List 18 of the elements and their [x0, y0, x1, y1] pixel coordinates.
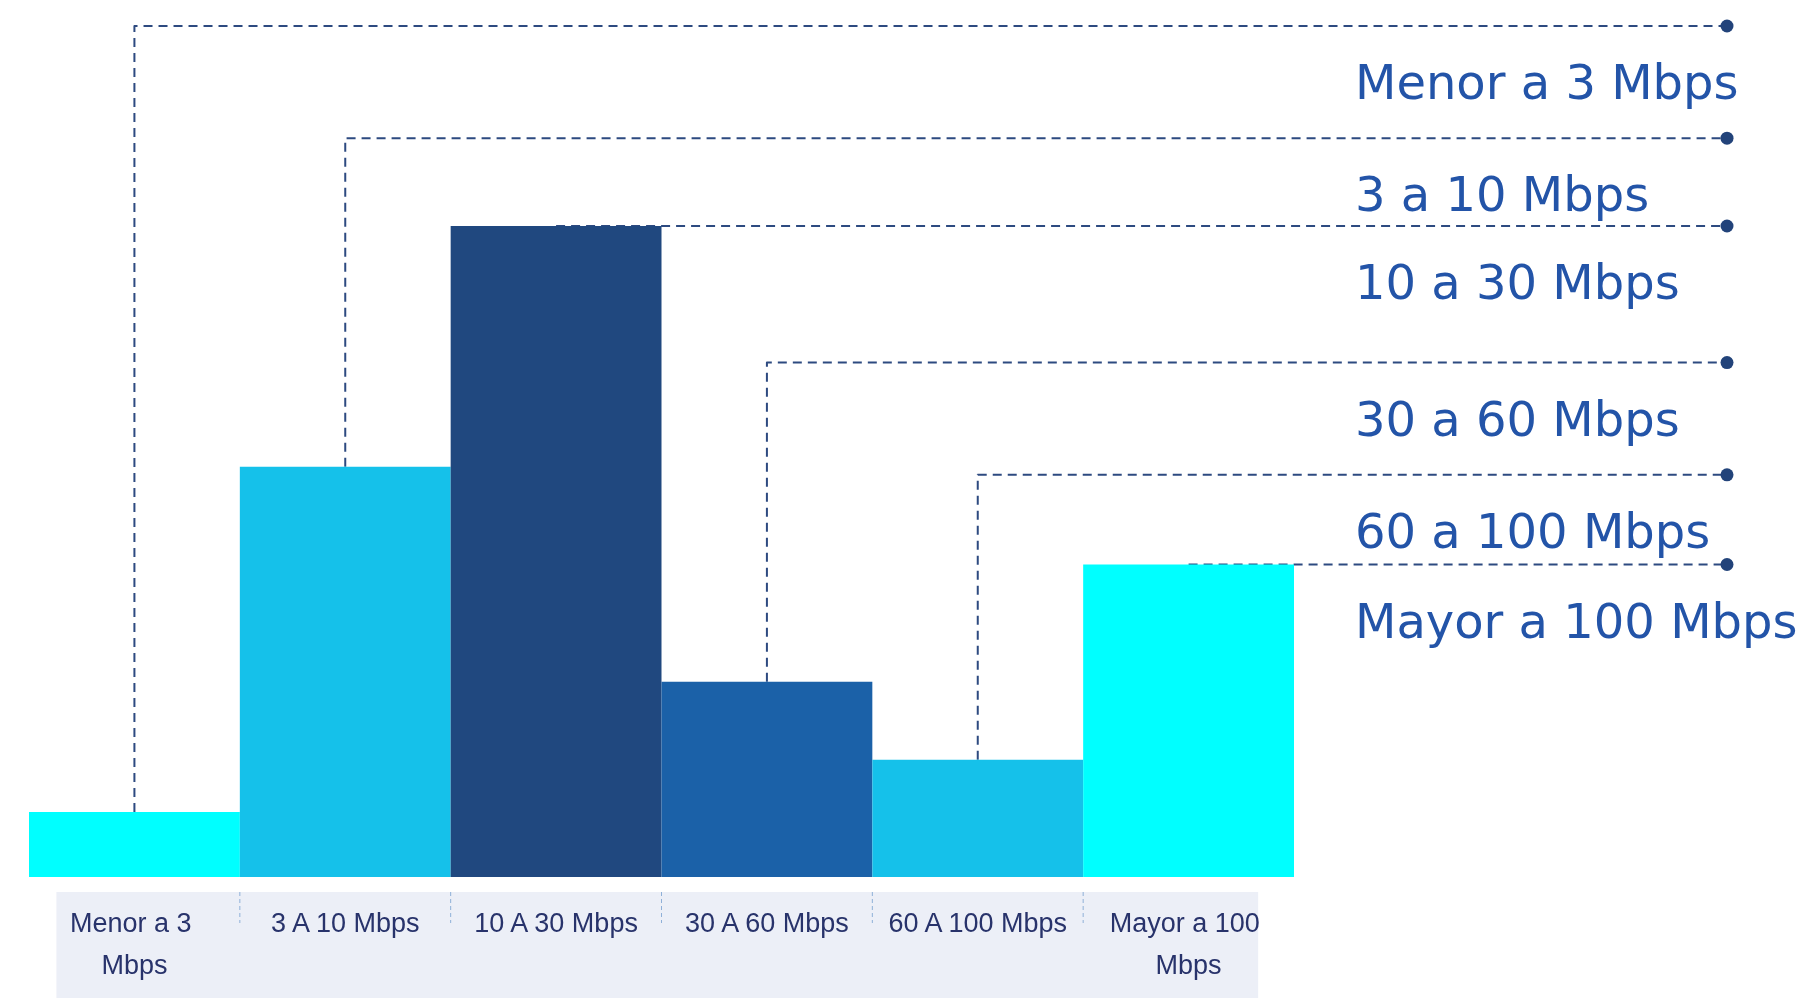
x-tick-label: 10 A 30 Mbps [474, 908, 638, 938]
x-tick-label: 60 A 100 Mbps [888, 908, 1068, 938]
x-tick-label: Mayor a 100 Mbps [1109, 908, 1268, 980]
annotation: 60 a 100 Mbps [1355, 502, 1711, 559]
annotation: Menor a 3 Mbps [1355, 54, 1739, 110]
x-tick-label: 30 A 60 Mbps [685, 908, 849, 938]
annotation: Mayor a 100 Mbps [1355, 592, 1798, 649]
x-tick-label: Menor a 3 Mbps [69, 908, 199, 980]
annotation: 30 a 60 Mbps [1355, 390, 1680, 447]
x-tick-label: 3 A 10 Mbps [270, 908, 420, 938]
bar [450, 226, 662, 877]
bar [872, 759, 1084, 877]
bar [239, 466, 451, 877]
bar [661, 681, 873, 877]
annotation: 3 a 10 Mbps [1355, 166, 1650, 223]
annotation: 10 a 30 Mbps [1355, 254, 1680, 310]
bar [1083, 564, 1294, 877]
bar [29, 811, 240, 877]
